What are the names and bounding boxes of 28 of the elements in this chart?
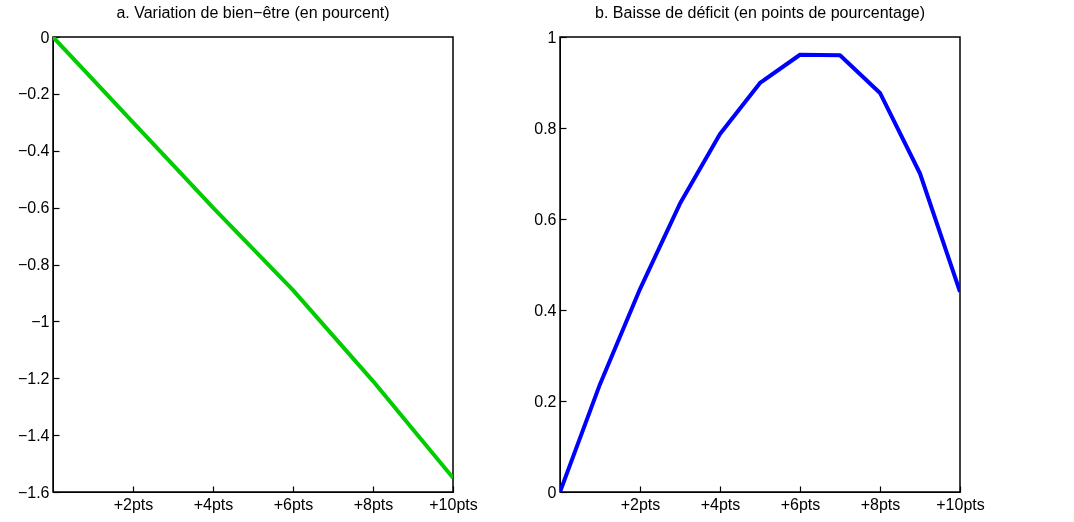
y-tick-label: 0.6 — [534, 210, 557, 228]
y-tick-label: −0.4 — [17, 142, 50, 160]
x-tick-label: +8pts — [860, 495, 901, 513]
y-tick-label: 0 — [547, 483, 557, 501]
y-tick-label: 0.4 — [534, 301, 557, 319]
x-tick-label: +10pts — [936, 495, 985, 513]
y-tick-label: −0.6 — [17, 199, 50, 217]
x-tick-label: +2pts — [620, 495, 661, 513]
x-tick-label: +6pts — [273, 495, 314, 513]
y-tick-label: −0.8 — [17, 256, 50, 273]
x-tick-label: +4pts — [700, 495, 741, 513]
y-tick-label: 0.8 — [534, 119, 557, 137]
y-tick-label: 0 — [40, 28, 50, 46]
x-tick-label: +8pts — [353, 495, 394, 513]
y-tick-label: −1.4 — [17, 426, 50, 444]
x-tick-label: +6pts — [780, 495, 821, 513]
x-tick-label: +2pts — [113, 495, 154, 513]
line-series — [53, 37, 453, 480]
y-tick-label: 1 — [547, 28, 557, 46]
y-tick-label: −0.2 — [17, 85, 50, 103]
y-tick-label: −1.2 — [17, 369, 50, 387]
y-tick-label: −1.6 — [17, 483, 50, 501]
x-tick-label: +10pts — [429, 495, 478, 513]
y-tick-label: −1 — [31, 312, 50, 330]
x-tick-label: +4pts — [193, 495, 234, 513]
y-tick-label: 0.2 — [534, 392, 557, 410]
chart-title: b. Baisse de déficit (en points de pourcentage) — [595, 4, 925, 21]
chart-title: a. Variation de bien−être (en pourcent) — [116, 4, 390, 21]
